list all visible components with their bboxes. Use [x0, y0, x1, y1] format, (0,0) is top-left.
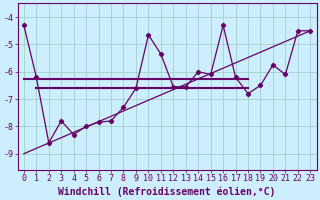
X-axis label: Windchill (Refroidissement éolien,°C): Windchill (Refroidissement éolien,°C)	[58, 186, 276, 197]
